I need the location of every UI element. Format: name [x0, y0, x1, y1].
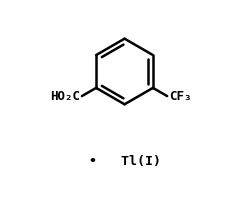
Text: •   Tl(I): • Tl(I) [88, 155, 161, 168]
Text: HO₂C: HO₂C [50, 90, 80, 103]
Text: CF₃: CF₃ [169, 90, 191, 103]
